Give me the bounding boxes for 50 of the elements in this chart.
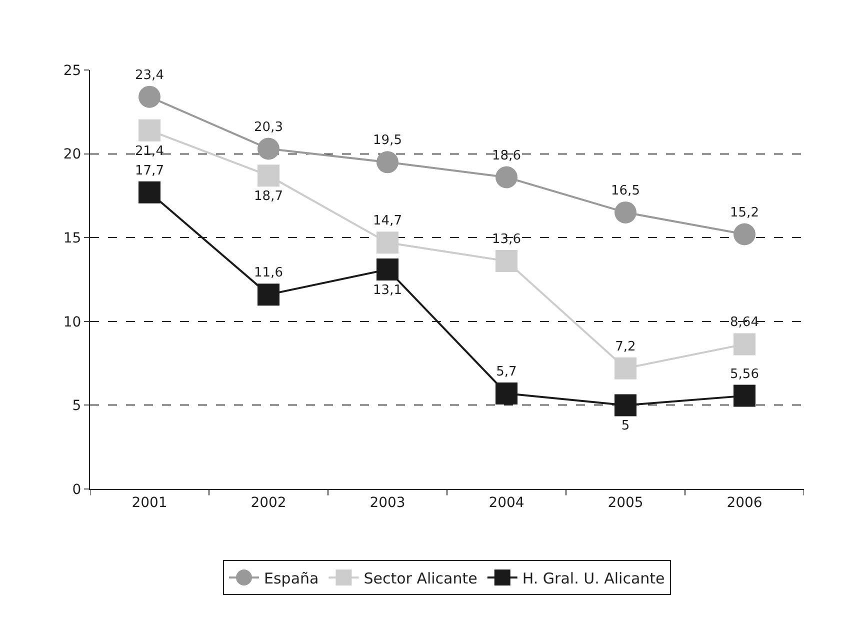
- data-label: 18,7: [254, 189, 283, 204]
- legend-label: Sector Alicante: [364, 569, 478, 588]
- x-tick-label: 2002: [250, 494, 286, 511]
- y-tick-label: 0: [72, 482, 82, 498]
- data-label: 5,7: [496, 364, 517, 380]
- data-label: 11,6: [254, 266, 283, 281]
- data-label: 13,6: [492, 232, 521, 248]
- point: [138, 86, 160, 108]
- data-label: 17,7: [135, 163, 164, 178]
- point: [496, 382, 518, 404]
- y-tick-label: 20: [63, 146, 82, 163]
- point: [496, 250, 518, 272]
- x-tick-label: 2005: [608, 494, 644, 511]
- point: [376, 258, 398, 280]
- point: [376, 151, 398, 174]
- x-tick-label: 2001: [132, 494, 168, 511]
- point: [614, 201, 636, 224]
- point: [258, 164, 280, 187]
- point: [734, 223, 756, 246]
- point: [614, 394, 636, 416]
- point: [734, 384, 756, 407]
- data-label: 23,4: [135, 68, 164, 83]
- point: [734, 333, 756, 356]
- data-label: 8,64: [730, 315, 759, 330]
- point: [138, 181, 160, 204]
- point: [376, 232, 398, 254]
- y-tick-label: 15: [63, 230, 82, 246]
- data-label: 5: [621, 418, 630, 434]
- data-label: 20,3: [254, 120, 283, 135]
- data-label: 7,2: [615, 339, 636, 354]
- x-tick-label: 2006: [726, 494, 762, 511]
- point: [258, 138, 280, 160]
- data-label: 5,56: [730, 366, 759, 382]
- x-tick-label: 2004: [488, 494, 524, 511]
- y-tick-label: 25: [63, 62, 82, 79]
- point: [138, 119, 160, 142]
- x-tick-label: 2003: [370, 494, 406, 511]
- legend-label: España: [264, 569, 319, 588]
- y-tick-label: 5: [72, 398, 82, 414]
- point: [496, 166, 518, 188]
- data-label: 15,2: [730, 205, 759, 220]
- data-label: 18,6: [492, 148, 521, 164]
- legend-label: H. Gral. U. Alicante: [522, 569, 665, 588]
- data-label: 14,7: [373, 214, 402, 229]
- data-label: 13,1: [373, 282, 402, 298]
- y-tick-label: 10: [63, 314, 82, 330]
- data-label: 16,5: [611, 183, 640, 198]
- point: [258, 284, 280, 306]
- point: [614, 357, 636, 380]
- data-label: 19,5: [373, 133, 402, 148]
